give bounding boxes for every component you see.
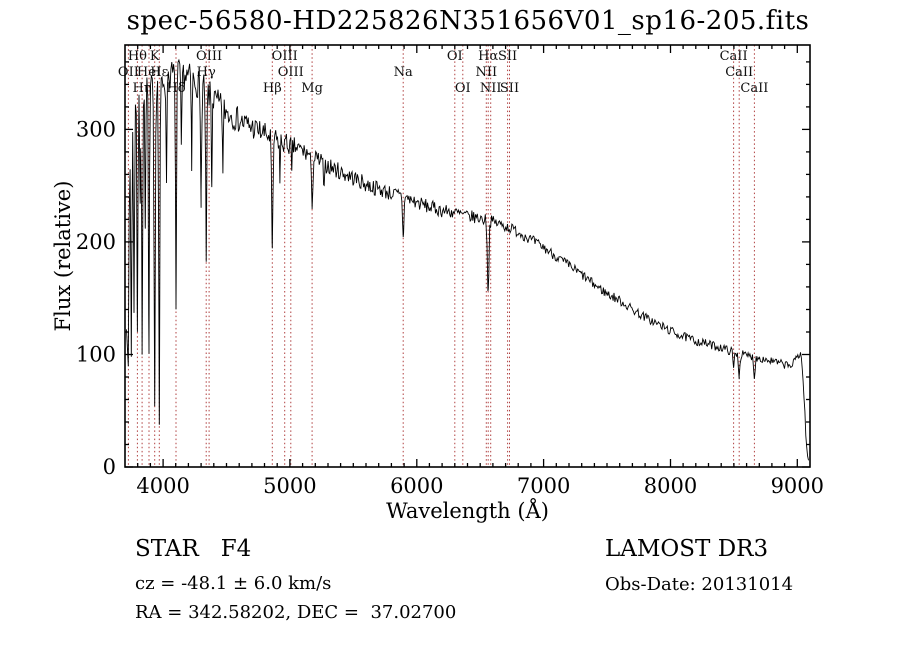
x-tick-label: 7000 xyxy=(517,474,570,498)
spectral-line-labels: OIIHθHηHeIKHεHδHγOIIIHβOIIIOIIIMgNaOIOIN… xyxy=(118,49,768,96)
spectral-line-label: K xyxy=(150,49,160,64)
spectral-line-label: Mg xyxy=(301,81,323,96)
x-tick-label: 6000 xyxy=(390,474,443,498)
spectral-line-label: CaII xyxy=(740,81,768,96)
x-tick-label: 4000 xyxy=(136,474,189,498)
y-tick-label: 0 xyxy=(103,455,116,479)
x-tick-label: 9000 xyxy=(771,474,824,498)
spectral-line-label: NII xyxy=(475,65,497,80)
spectral-line-label: Na xyxy=(394,65,413,80)
axes xyxy=(124,44,811,468)
y-tick-label: 100 xyxy=(76,343,116,367)
spectral-line-label: Hγ xyxy=(197,65,216,80)
spectral-line-label: Hη xyxy=(133,81,152,96)
spectral-line-label: OI xyxy=(447,49,463,64)
spectral-line-label: OIII xyxy=(278,65,304,80)
y-tick-label: 200 xyxy=(76,230,116,254)
spectral-line-label: CaII xyxy=(720,49,748,64)
plot-frame xyxy=(124,44,811,468)
spectral-line-label: NII xyxy=(480,81,502,96)
spectral-line-label: SII xyxy=(498,49,517,64)
x-axis-label: Wavelength (Å) xyxy=(386,499,549,523)
spectrum-trace xyxy=(126,58,809,461)
spectral-line-label: HeI xyxy=(137,65,161,80)
coordinates-text: RA = 342.58202, DEC = 37.02700 xyxy=(135,602,457,623)
figure-title: spec-56580-HD225826N351656V01_sp16-205.f… xyxy=(126,6,810,36)
x-tick-label: 5000 xyxy=(263,474,316,498)
radial-velocity-text: cz = -48.1 ± 6.0 km/s xyxy=(135,573,332,594)
spectral-line-label: OIII xyxy=(272,49,298,64)
spectral-marker-lines xyxy=(127,45,755,467)
y-tick-label: 300 xyxy=(76,117,116,141)
spectral-line-label: CaII xyxy=(725,65,753,80)
x-tick-label: 8000 xyxy=(644,474,697,498)
spectral-line-label: SII xyxy=(500,81,519,96)
spectral-line-label: Hθ xyxy=(128,49,147,64)
spectral-line-label: OII xyxy=(118,65,139,80)
survey-release-text: LAMOST DR3 xyxy=(605,536,769,562)
spectral-line-label: Hβ xyxy=(263,81,282,96)
spectral-line-label: OI xyxy=(455,81,471,96)
classification-text: STAR F4 xyxy=(135,536,252,562)
tick-labels: 4000 5000 6000 7000 8000 9000 0 100 200 300 xyxy=(76,117,824,498)
obs-date-text: Obs-Date: 20131014 xyxy=(605,574,794,595)
spectral-line-label: Hα xyxy=(478,49,498,64)
spectral-line-label: Hε xyxy=(150,65,168,80)
spectral-line-label: OIII xyxy=(196,49,222,64)
y-axis-label: Flux (relative) xyxy=(51,180,75,332)
